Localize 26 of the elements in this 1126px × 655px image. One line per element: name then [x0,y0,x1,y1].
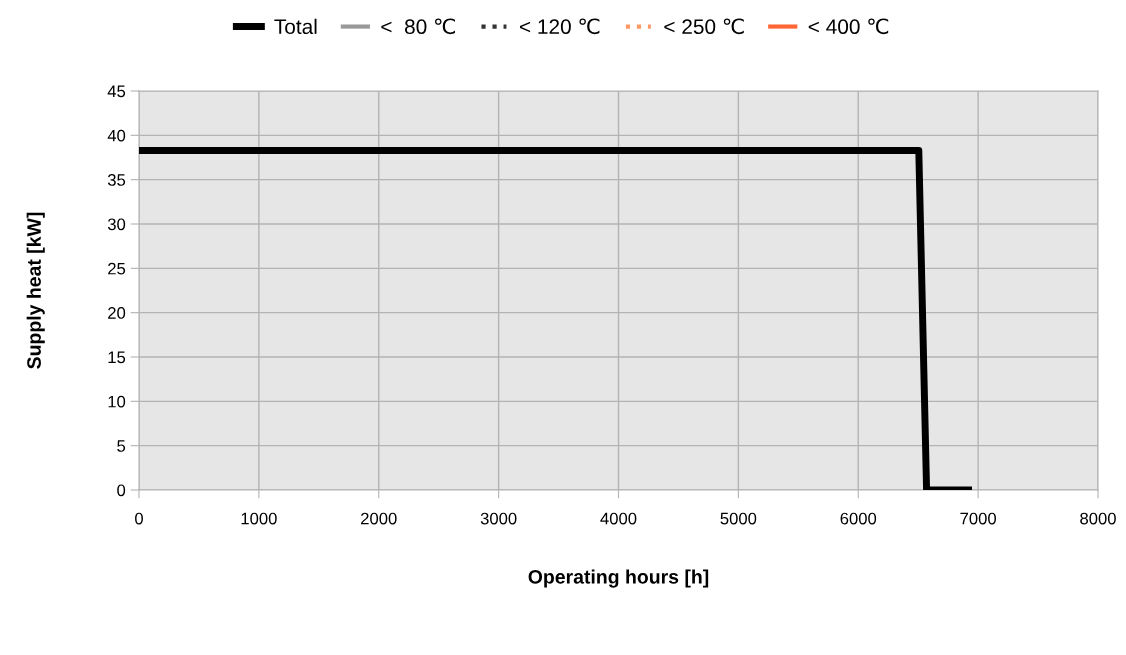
y-tick-label: 20 [108,307,126,319]
y-tick-label: 10 [108,395,126,408]
x-tick-label: 5000 [720,512,757,525]
x-tick-label: 1000 [241,512,277,525]
y-tick-label: 40 [107,129,126,142]
x-tick-label: 4000 [600,512,637,525]
x-tick-label: 8000 [1080,512,1116,525]
x-tick-label: 3000 [480,512,517,525]
y-axis-title: Supply heat [kW] [26,212,45,369]
legend-label: < 120 ℃ [519,18,600,35]
y-tick-label: 30 [107,218,126,231]
y-tick-label: 25 [108,262,126,275]
legend-label: Total [274,18,317,35]
legend-label: < 400 ℃ [808,18,889,35]
y-tick-label: 35 [107,174,126,186]
legend-label: < 80 ℃ [381,18,455,35]
legend-label: < 250 ℃ [664,18,744,35]
y-tick-label: 15 [108,351,126,364]
x-tick-label: 2000 [361,512,397,525]
y-tick-label: 45 [107,85,126,98]
y-tick-label: 0 [117,484,126,497]
y-tick-label: 5 [117,440,126,452]
x-tick-label: 6000 [840,512,877,525]
x-tick-label: 7000 [960,512,997,525]
x-axis-title: Operating hours [h] [528,569,709,588]
x-tick-label: 0 [135,512,143,525]
